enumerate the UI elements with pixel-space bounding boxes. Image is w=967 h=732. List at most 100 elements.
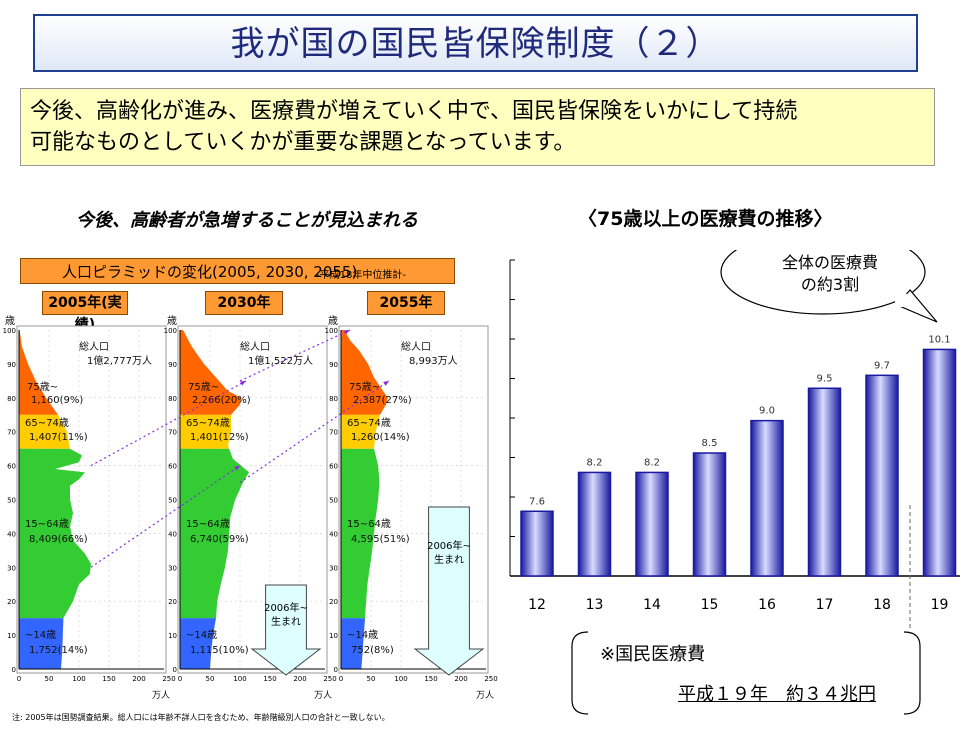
pop-tick-label: 100 bbox=[394, 675, 407, 683]
lead-text: 今後、高齢化が進み、医療費が増えていく中で、国民皆保険をいかにして持続 可能なも… bbox=[30, 96, 910, 158]
g0-label-0: ~14歳 bbox=[25, 630, 57, 641]
age-tick-label: 0 bbox=[12, 666, 16, 674]
g75-label-2: 75歳~ bbox=[349, 382, 381, 393]
pyramid-band-0-3 bbox=[19, 330, 58, 415]
year-box-2030: 2030年 bbox=[205, 291, 283, 315]
age-tick-label: 80 bbox=[7, 395, 16, 403]
national-cost-box bbox=[571, 631, 921, 715]
total-label-2: 総人口 bbox=[401, 342, 431, 353]
pyramid-band-2-1 bbox=[341, 448, 380, 619]
age-tick-label: 70 bbox=[329, 429, 338, 437]
total-label-0: 総人口 bbox=[79, 342, 109, 353]
pop-tick-label: 100 bbox=[72, 675, 85, 683]
age-tick-label: 30 bbox=[168, 564, 177, 572]
age-tick-label: 70 bbox=[168, 429, 177, 437]
pyramid-title-box bbox=[20, 258, 455, 284]
bar-value-label: 8.5 bbox=[702, 438, 718, 449]
pop-tick-label: 200 bbox=[132, 675, 145, 683]
pop-tick-label: 50 bbox=[367, 675, 376, 683]
age-tick-label: 60 bbox=[329, 463, 338, 471]
pop-tick-label: 250 bbox=[484, 675, 497, 683]
caption-line-1: 2006年~ bbox=[264, 603, 308, 614]
age-tick-label: 50 bbox=[168, 497, 177, 505]
speech-bubble bbox=[720, 250, 926, 315]
bar-14 bbox=[635, 471, 669, 577]
born-after-caption-1: 2006年~ 生まれ bbox=[425, 540, 473, 568]
age-tick-label: 80 bbox=[168, 395, 177, 403]
g75-value-2: 2,387(27%) bbox=[353, 395, 412, 406]
pyramid-band-1-3 bbox=[180, 330, 242, 415]
g65-label-1: 65~74歳 bbox=[186, 418, 230, 429]
pyramid-title: 人口ピラミッドの変化(2005, 2030, 2055) bbox=[62, 263, 358, 281]
age-tick-label: 80 bbox=[329, 395, 338, 403]
g65-value-0: 1,407(11%) bbox=[29, 432, 88, 443]
born-after-2006-arrow-0 bbox=[250, 584, 322, 676]
total-value-0: 1億2,777万人 bbox=[87, 356, 152, 367]
cohort-arrow-1 bbox=[90, 465, 241, 568]
pop-unit-2: 万人 bbox=[314, 691, 333, 701]
age-tick-label: 40 bbox=[168, 530, 177, 538]
total-value-2: 8,993万人 bbox=[409, 356, 458, 367]
g65-label-0: 65~74歳 bbox=[25, 418, 69, 429]
pyramid-band-0-2 bbox=[19, 414, 70, 449]
pyramid-note: -平成18年中位推計- bbox=[316, 270, 406, 281]
g75-label-0: 75歳~ bbox=[27, 382, 59, 393]
bar-17 bbox=[807, 387, 842, 577]
bar-value-label: 9.0 bbox=[759, 406, 775, 417]
bar-value-label: 9.5 bbox=[817, 373, 833, 384]
lead-line-1: 今後、高齢化が進み、医療費が増えていく中で、国民皆保険をいかにして持続 bbox=[30, 99, 798, 124]
g15-label-0: 15~64歳 bbox=[25, 519, 69, 530]
age-tick-label: 40 bbox=[7, 530, 16, 538]
pyramid-band-0-0 bbox=[19, 618, 64, 669]
g0-value-1: 1,115(10%) bbox=[190, 645, 249, 656]
bar-15 bbox=[692, 452, 727, 577]
g65-label-2: 65~74歳 bbox=[347, 418, 391, 429]
pop-unit-1: 万人 bbox=[152, 691, 171, 701]
age-tick-label: 0 bbox=[173, 666, 177, 674]
caption-line-1: 2006年~ bbox=[427, 541, 471, 552]
g15-value-0: 8,409(66%) bbox=[29, 534, 88, 545]
g0-label-2: ~14歳 bbox=[347, 630, 379, 641]
bar-value-label: 10.1 bbox=[928, 334, 950, 345]
age-unit-2: 歳 bbox=[167, 316, 177, 327]
age-tick-label: 20 bbox=[7, 598, 16, 606]
pop-tick-label: 0 bbox=[178, 675, 182, 683]
age-tick-label: 60 bbox=[7, 463, 16, 471]
age-tick-label: 10 bbox=[7, 632, 16, 640]
x-tick-label: 15 bbox=[701, 597, 719, 613]
bubble-line-1: 全体の医療費 bbox=[781, 253, 878, 272]
bar-16 bbox=[750, 419, 784, 577]
age-tick-label: 90 bbox=[329, 361, 338, 369]
age-tick-label: 10 bbox=[168, 632, 177, 640]
g15-value-2: 4,595(51%) bbox=[351, 534, 410, 545]
caption-line-2: 生まれ bbox=[271, 617, 301, 628]
age-tick-label: 100 bbox=[325, 327, 338, 335]
pop-tick-label: 200 bbox=[454, 675, 467, 683]
age-tick-label: 0 bbox=[334, 666, 338, 674]
age-tick-label: 90 bbox=[168, 361, 177, 369]
pop-tick-label: 50 bbox=[206, 675, 215, 683]
x-tick-label: 17 bbox=[816, 597, 834, 613]
x-tick-label: 19 bbox=[931, 597, 949, 613]
left-heading: 今後、高齢者が急増することが見込まれる bbox=[76, 210, 418, 231]
age-tick-label: 70 bbox=[7, 429, 16, 437]
pop-tick-label: 250 bbox=[323, 675, 336, 683]
pop-tick-label: 100 bbox=[233, 675, 246, 683]
g0-value-0: 1,752(14%) bbox=[29, 645, 88, 656]
x-tick-label: 12 bbox=[528, 597, 546, 613]
bubble-text: 全体の医療費 の約3割 bbox=[740, 252, 920, 296]
pop-tick-label: 0 bbox=[17, 675, 21, 683]
caption-line-2: 生まれ bbox=[434, 555, 464, 566]
medical-cost-chart: 7.6 12 8.2 13 8.2 14 8.5 15 9.0 16 9.5 17 9.7 18 10.1 1… bbox=[509, 250, 960, 630]
x-tick-label: 13 bbox=[586, 597, 604, 613]
age-tick-label: 20 bbox=[329, 598, 338, 606]
pyramid-band-0-1 bbox=[19, 448, 91, 619]
pyramid-band-2-0 bbox=[341, 618, 365, 669]
pyramid-band-1-0 bbox=[180, 618, 216, 669]
age-tick-label: 30 bbox=[7, 564, 16, 572]
pop-unit-3: 万人 bbox=[476, 691, 495, 701]
total-label-1: 総人口 bbox=[240, 342, 270, 353]
age-tick-label: 20 bbox=[168, 598, 177, 606]
g0-label-1: ~14歳 bbox=[186, 630, 218, 641]
national-cost-value: 平成１９年 約３４兆円 bbox=[678, 684, 876, 705]
